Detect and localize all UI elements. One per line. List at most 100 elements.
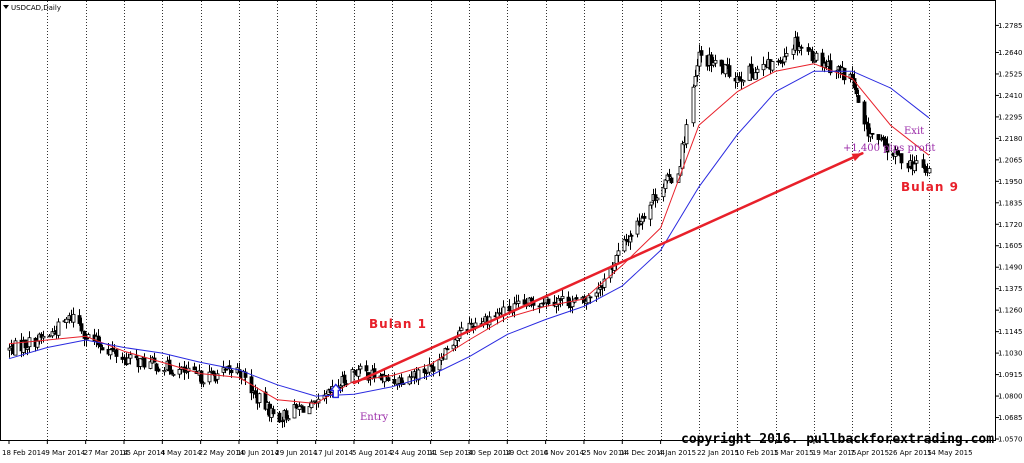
candle: [271, 405, 276, 417]
candle: [148, 355, 153, 370]
candle: [277, 410, 282, 423]
price-tick-label: 1.1030: [998, 350, 1023, 358]
candle: [286, 415, 291, 422]
time-tick-label: 18 Feb 2014: [2, 449, 46, 457]
candle: [469, 318, 474, 325]
trade-annotations: [329, 152, 864, 399]
time-tick-label: 17 Jul 2014: [314, 449, 354, 457]
trade-arrow-line: [352, 152, 864, 385]
candle: [156, 366, 161, 373]
candle: [741, 80, 746, 86]
price-tick-label: 1.1490: [998, 264, 1023, 272]
candle: [142, 353, 147, 370]
time-tick-label: 19 Oct 2014: [505, 449, 549, 457]
price-tick-label: 1.2410: [998, 92, 1023, 100]
candle: [723, 64, 728, 78]
candle: [263, 387, 268, 411]
candle: [100, 344, 105, 351]
grid-lines: [47, 1, 930, 440]
time-tick-label: 22 Jan 2015: [697, 449, 739, 457]
candle: [64, 317, 69, 329]
time-tick-label: 1 Mar 2015: [774, 449, 814, 457]
candle: [71, 307, 76, 328]
candle: [459, 321, 464, 331]
candle: [667, 168, 672, 181]
bulan-1-label: Bulan 1: [369, 317, 427, 331]
price-axis: 1.2785 1.2640 1.2525 1.2410 1.2295 1.2180 1.20…: [995, 22, 1023, 444]
candle: [876, 134, 881, 146]
candle: [215, 369, 220, 384]
candle: [79, 317, 84, 334]
time-tick-label: 24 Aug 2014: [390, 449, 435, 457]
candle: [727, 58, 732, 79]
time-tick-label: 19 Mar 2015: [812, 449, 856, 457]
candle: [642, 212, 647, 222]
candle: [171, 372, 176, 377]
candle: [812, 60, 817, 63]
candle: [713, 54, 718, 68]
candle: [669, 176, 674, 184]
candle: [541, 297, 546, 308]
candle: [870, 132, 875, 140]
moving-averages: [8, 63, 930, 404]
candle: [684, 119, 689, 149]
dropdown-triangle-icon[interactable]: [3, 5, 9, 9]
candle: [927, 165, 932, 174]
time-tick-label: 27 Mar 2014: [84, 449, 129, 457]
candle: [862, 100, 867, 132]
price-tick-label: 1.2640: [998, 49, 1023, 57]
price-tick-label: 1.2525: [998, 70, 1023, 78]
price-tick-label: 1.1605: [998, 242, 1023, 250]
fast-ma-line: [8, 63, 930, 404]
plot-frame: [0, 0, 996, 441]
candle: [899, 153, 904, 170]
candle: [138, 357, 143, 370]
symbol-label: USDCAD,Daily: [11, 4, 61, 12]
price-tick-label: 1.2785: [998, 22, 1023, 30]
candle: [13, 337, 18, 356]
price-tick-label: 1.2180: [998, 135, 1023, 143]
candle: [784, 46, 789, 61]
candle: [299, 404, 304, 408]
trade-arrowhead-icon: [851, 153, 863, 162]
up-arrow-icon: [329, 383, 343, 399]
bulan-9-label: Bulan 9: [901, 180, 959, 194]
symbol-header[interactable]: USDCAD,Daily: [3, 4, 61, 12]
candle: [358, 363, 363, 374]
candle: [47, 334, 52, 338]
candle: [814, 50, 819, 63]
candle: [257, 392, 262, 408]
price-tick-label: 1.0915: [998, 371, 1023, 379]
price-tick-label: 1.1260: [998, 307, 1023, 315]
entry-label: Entry: [360, 412, 389, 423]
candle: [364, 360, 369, 377]
exit-label: Exit: [904, 126, 924, 137]
candle: [169, 364, 174, 375]
time-tick-label: 4 May 2014: [160, 449, 202, 457]
candle: [424, 370, 429, 380]
price-tick-label: 1.1950: [998, 178, 1023, 186]
candle: [350, 367, 355, 384]
candle: [663, 179, 668, 193]
candle: [292, 399, 297, 419]
candle: [227, 360, 232, 375]
candle: [885, 136, 890, 161]
candle: [856, 89, 861, 104]
candle: [770, 60, 775, 72]
price-tick-label: 1.1145: [998, 328, 1023, 336]
price-tick-label: 1.1375: [998, 285, 1023, 293]
candle: [307, 402, 312, 415]
candle: [114, 348, 119, 363]
time-tick-label: 30 Sep 2014: [467, 449, 512, 457]
time-tick-label: 10 Jun 2014: [237, 449, 280, 457]
candle: [386, 373, 391, 382]
candle: [629, 233, 634, 241]
price-tick-label: 1.1835: [998, 199, 1023, 207]
price-tick-label: 1.0800: [998, 393, 1023, 401]
time-tick-label: 9 Mar 2014: [45, 449, 85, 457]
slow-ma-line: [8, 70, 930, 397]
